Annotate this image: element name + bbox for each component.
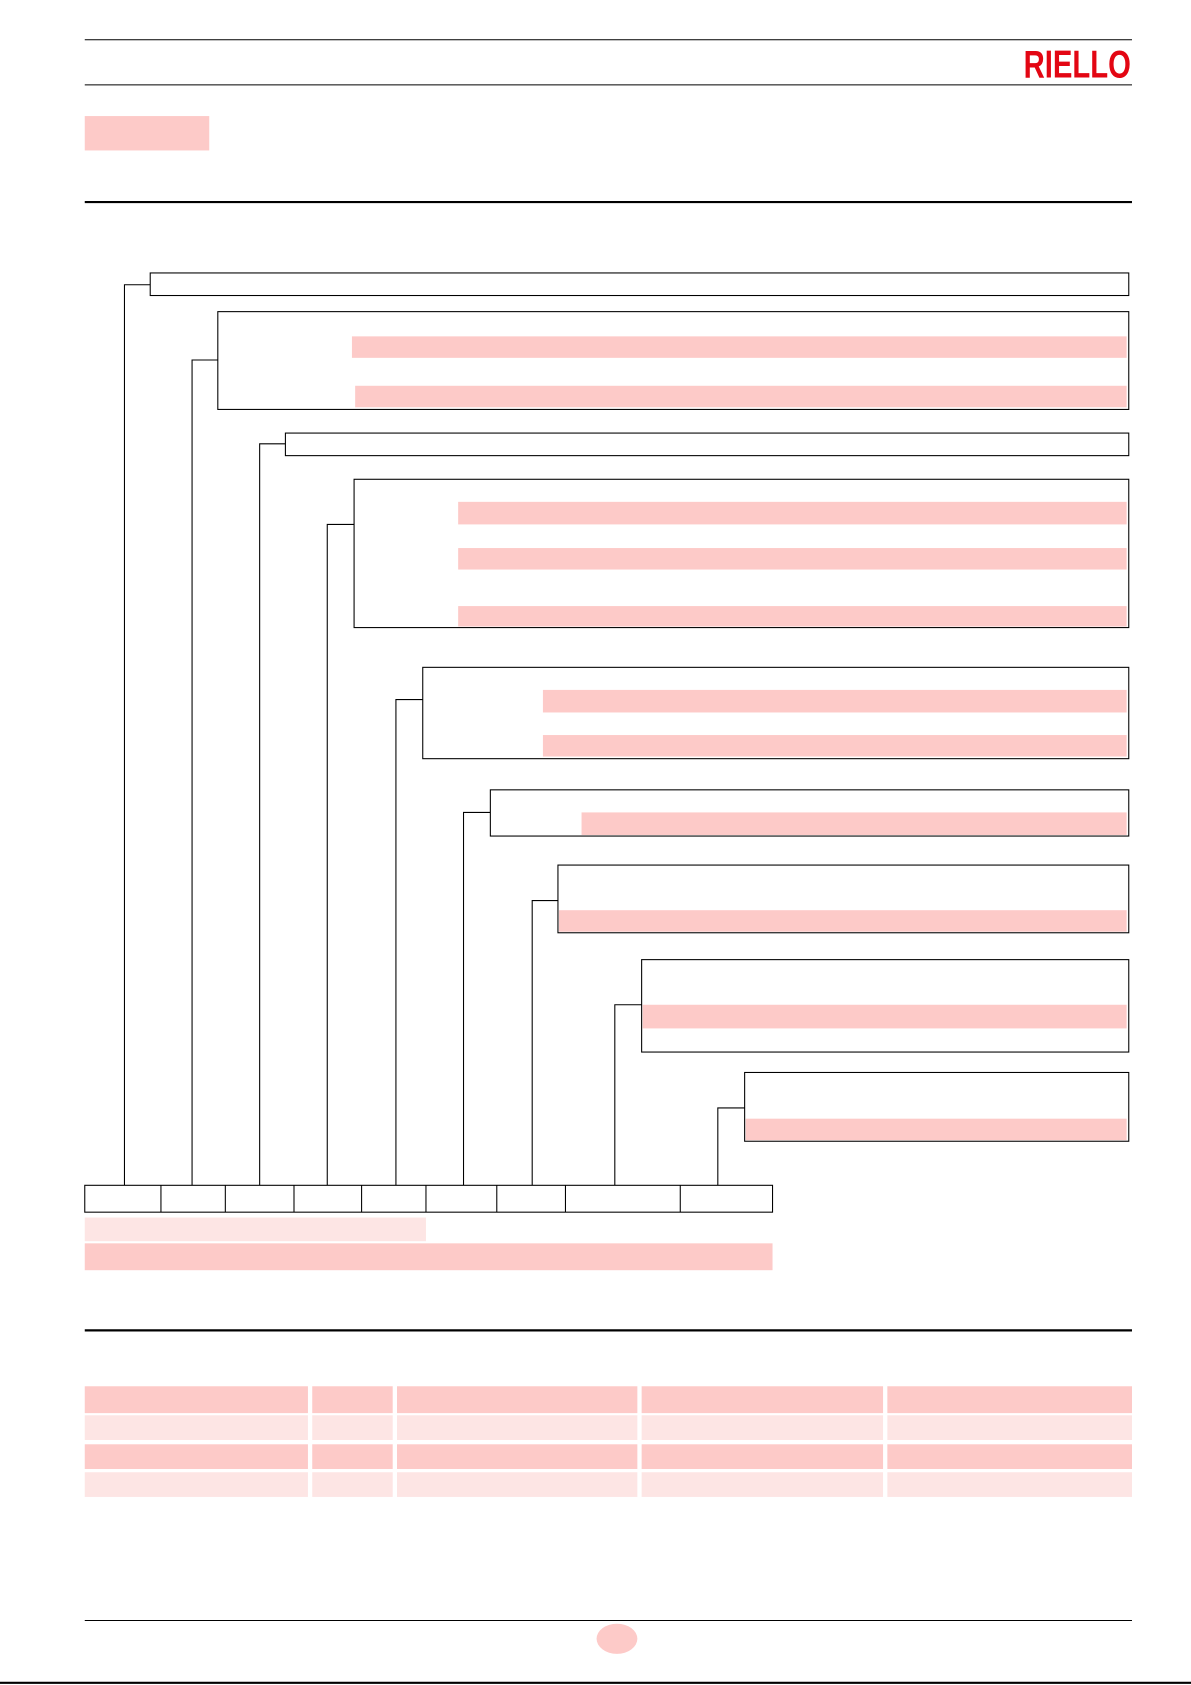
option-row [542, 689, 1127, 713]
designation-diagram [84, 272, 1130, 1271]
option-row [458, 548, 1127, 570]
option-row [745, 1118, 1127, 1141]
option-row [355, 385, 1127, 408]
option-row [559, 910, 1127, 932]
connector [462, 811, 491, 1186]
field-box [284, 432, 1130, 457]
section-tag [84, 116, 210, 151]
connector [614, 1004, 642, 1186]
connector [326, 523, 355, 1186]
logo: RIELLO [1024, 43, 1131, 86]
connector [259, 443, 286, 1186]
connector [395, 699, 423, 1186]
connector [191, 359, 218, 1186]
table [84, 1386, 1132, 1497]
connector [717, 1107, 745, 1186]
option-row [458, 501, 1127, 525]
page-number-badge [596, 1623, 638, 1654]
field-box [149, 272, 1130, 297]
code-note [84, 1217, 426, 1242]
option-row [351, 336, 1127, 358]
option-row [542, 735, 1127, 757]
code-note [84, 1243, 773, 1271]
option-row [581, 812, 1127, 835]
option-row [642, 1004, 1127, 1029]
connector [123, 284, 151, 1186]
code-strip [84, 1184, 774, 1213]
connector [531, 899, 558, 1186]
code-dividers [160, 1185, 681, 1213]
option-row [458, 606, 1127, 627]
